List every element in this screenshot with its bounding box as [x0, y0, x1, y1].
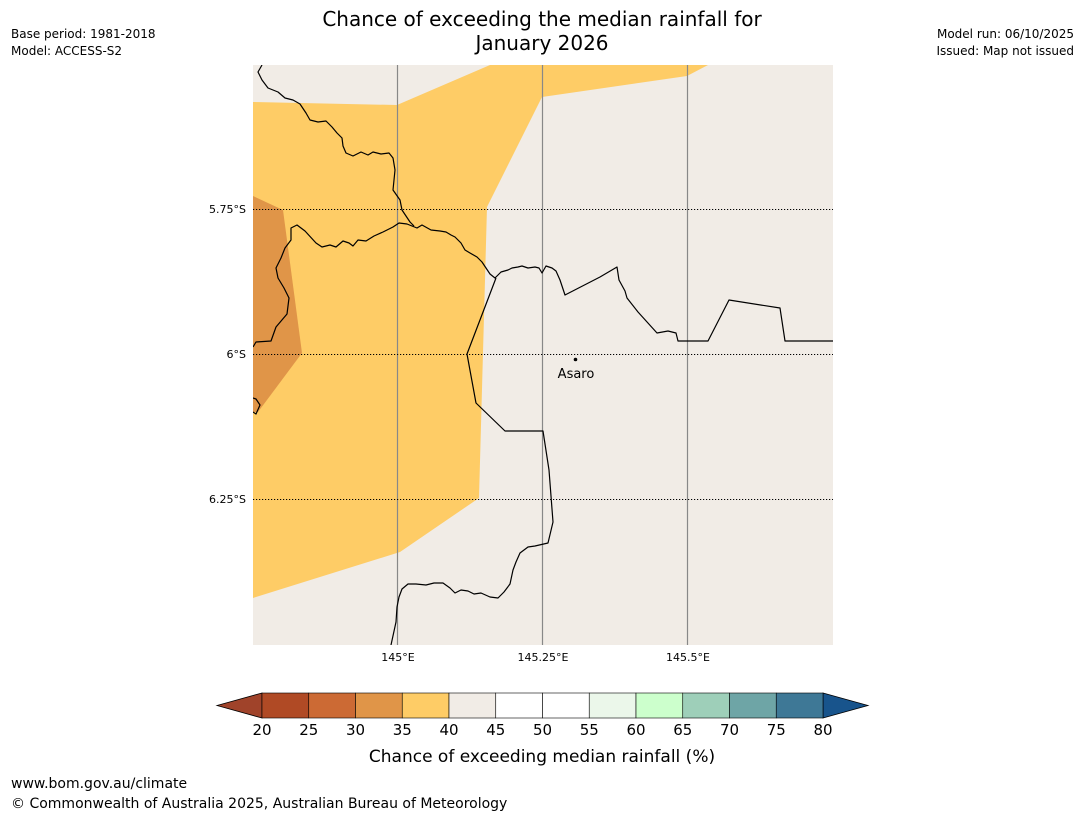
meridians	[396, 65, 689, 645]
colorbar-tick-30: 30	[346, 721, 365, 739]
colorbar-tick-55: 55	[580, 721, 599, 739]
model-text: Model: ACCESS-S2	[11, 44, 123, 58]
colorbar-cell-35-40	[401, 692, 450, 719]
colorbar: 20 25 30 35 40 45 50 55 60 65 70 75 80 Chance of exc…	[215, 692, 870, 767]
colorbar-cell-40-45	[448, 692, 497, 719]
lon-labels: 145°E 145.25°E 145.5°E	[381, 651, 710, 664]
asaro-town-marker	[573, 357, 578, 362]
colorbar-cell-50-55	[542, 692, 590, 719]
colorbar-cell-45-50	[495, 692, 543, 719]
colorbar-cell-30-35	[355, 692, 403, 719]
colorbar-tick-80: 80	[813, 721, 832, 739]
lon-label-145-25: 145.25°E	[518, 651, 569, 664]
map-title: Chance of exceeding the median rainfall …	[242, 7, 842, 55]
title-line-2: January 2026	[475, 31, 609, 55]
lon-label-145-5: 145.5°E	[666, 651, 710, 664]
province-boundaries	[253, 65, 833, 645]
colorbar-cell-75-80	[775, 692, 824, 719]
boundary-west-fragment	[253, 397, 261, 415]
lat-label-5-75: 5.75°S	[209, 203, 246, 216]
region-30-35	[253, 196, 302, 412]
colorbar-label: Chance of exceeding median rainfall (%)	[369, 747, 715, 767]
colorbar-cell-25-30	[308, 692, 356, 719]
region-35-40	[253, 65, 708, 598]
colorbar-tick-75: 75	[767, 721, 786, 739]
colorbar-tick-45: 45	[486, 721, 505, 739]
lat-label-6: 6°S	[227, 348, 246, 361]
base-period-text: Base period: 1981-2018	[11, 27, 156, 41]
meta-right: Model run: 06/10/2025 Issued: Map not is…	[936, 26, 1074, 60]
colorbar-above-arrow	[822, 692, 870, 719]
colorbar-cell-65-70	[682, 692, 730, 719]
colorbar-tick-65: 65	[673, 721, 692, 739]
lat-labels: 5.75°S 6°S 6.25°S	[209, 203, 246, 506]
colorbar-tick-20: 20	[252, 721, 271, 739]
colorbar-tick-50: 50	[533, 721, 552, 739]
model-run-text: Model run: 06/10/2025	[936, 27, 1074, 41]
boundary-south	[390, 277, 554, 645]
meta-left: Base period: 1981-2018 Model: ACCESS-S2	[11, 26, 156, 60]
issued-text: Issued: Map not issued	[936, 44, 1074, 58]
boundary-middle	[253, 222, 833, 348]
footer-url: www.bom.gov.au/climate	[11, 776, 188, 792]
boundary-north	[257, 65, 415, 227]
colorbar-tick-35: 35	[393, 721, 412, 739]
colorbar-cell-70-75	[729, 692, 777, 719]
title-line-1: Chance of exceeding the median rainfall …	[322, 7, 762, 31]
colorbar-tick-60: 60	[626, 721, 645, 739]
lon-label-145: 145°E	[381, 651, 414, 664]
colorbar-tick-40: 40	[439, 721, 458, 739]
asaro-label: Asaro	[558, 367, 595, 382]
colorbar-tick-70: 70	[720, 721, 739, 739]
colorbar-cell-60-65	[635, 692, 684, 719]
colorbar-cell-55-60	[588, 692, 637, 719]
footer-copyright: © Commonwealth of Australia 2025, Austra…	[11, 796, 508, 812]
lat-label-6-25: 6.25°S	[209, 493, 246, 506]
colorbar-tick-25: 25	[299, 721, 318, 739]
parallels	[253, 209, 833, 500]
colorbar-cell-20-25	[261, 692, 310, 719]
map-area: Asaro	[253, 65, 833, 645]
colorbar-below-arrow	[215, 692, 263, 719]
